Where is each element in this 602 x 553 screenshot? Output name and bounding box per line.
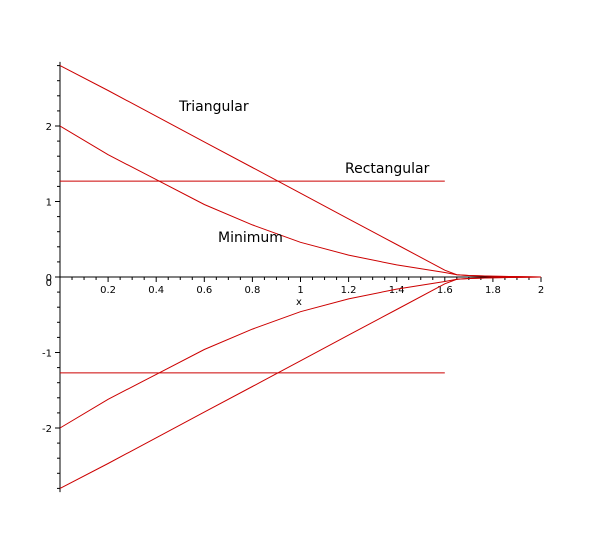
y-tick-label: 1 (46, 198, 52, 209)
annotation-triangular: Triangular (178, 99, 249, 115)
x-tick-label: 1.2 (341, 285, 357, 296)
annotation-minimum: Minimum (218, 230, 283, 246)
series-line-1 (59, 276, 542, 489)
x-tick-label: 1.6 (437, 285, 453, 296)
y-tick-label: 0 (46, 273, 52, 284)
x-tick-label: 0.2 (100, 285, 116, 296)
x-tick-label: 1 (297, 285, 303, 296)
y-tick-label: -2 (42, 424, 52, 435)
x-tick-label: 1.4 (389, 285, 405, 296)
x-tick-label: 0.6 (196, 285, 212, 296)
axes: 0.2 0.4 0.6 0.8 1 1.2 1.4 1.6 1.8 2 -2 -1 0 1 2 0 (42, 61, 544, 493)
series-line-0 (59, 65, 542, 278)
x-tick-label: 1.8 (485, 285, 501, 296)
origin-tick-label: 0 (46, 278, 52, 289)
x-tick-label: 0.8 (244, 285, 260, 296)
series-line-2 (59, 125, 542, 278)
labels: Triangular Rectangular Minimum x (178, 99, 430, 308)
annotation-rectangular: Rectangular (345, 161, 430, 177)
x-tick-label: 2 (538, 285, 544, 296)
x-tick-label: 0.4 (148, 285, 164, 296)
y-tick-label: 2 (46, 122, 52, 133)
curves (59, 65, 542, 489)
x-axis-label: x (296, 297, 302, 308)
y-tick-label: -1 (42, 349, 52, 360)
series-line-3 (59, 276, 542, 429)
